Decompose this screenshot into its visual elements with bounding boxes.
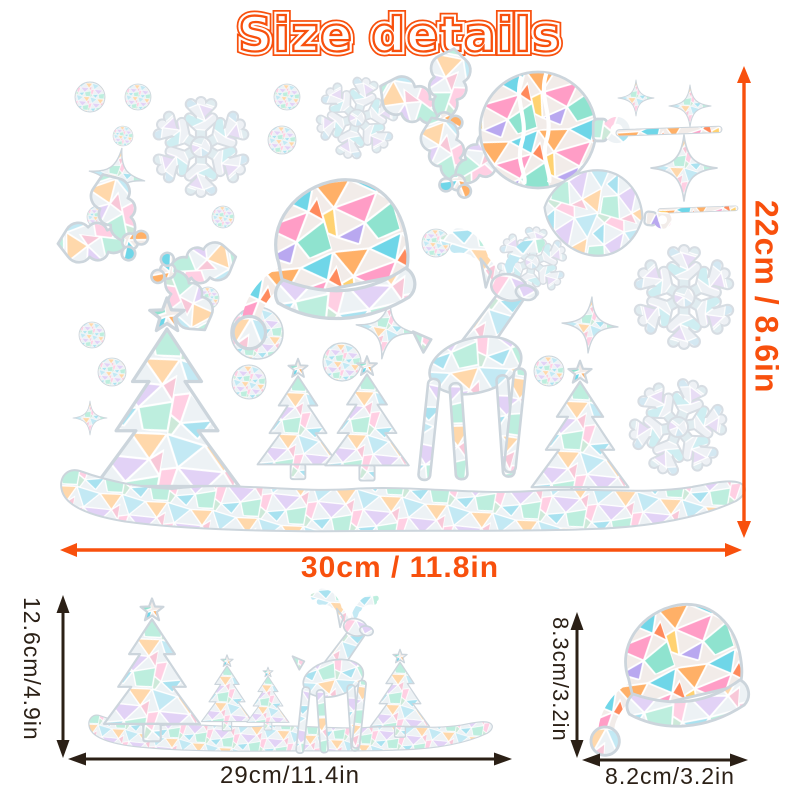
tree-sticker — [246, 666, 290, 731]
dot-sticker — [97, 357, 127, 387]
dot-sticker — [533, 355, 565, 387]
scene-width-arrow — [68, 752, 512, 766]
wand-sticker — [657, 205, 739, 214]
hat-sticker — [578, 599, 754, 757]
sheet-width-arrow — [60, 543, 742, 557]
snowflake-sticker — [622, 371, 734, 484]
hat-height-label: 8.3cm/3.2in — [548, 617, 574, 742]
snowflake-sticker — [157, 102, 246, 192]
tree-sticker — [369, 648, 431, 738]
dot-sticker — [124, 83, 152, 111]
star4-sticker — [72, 400, 108, 436]
tree-sticker — [256, 357, 340, 481]
scene-height-arrow — [56, 595, 70, 758]
tree-sticker — [200, 654, 254, 732]
scene-width-label: 29cm/11.4in — [220, 762, 360, 789]
dot-sticker — [231, 364, 267, 400]
page-title-gap: Size details — [235, 5, 563, 67]
hat-stickers — [578, 599, 754, 757]
star4-sticker — [668, 84, 712, 128]
scene-stickers — [88, 592, 493, 754]
sheet-width-label: 30cm / 11.8in — [300, 551, 500, 584]
sheet-stickers — [36, 30, 746, 533]
star4-sticker — [650, 134, 718, 202]
dot-sticker — [267, 125, 297, 155]
page-title-outline: Size details — [233, 3, 565, 68]
sheet-height-label: 22cm / 8.6in — [748, 200, 785, 394]
star4-sticker — [617, 79, 655, 117]
dot-sticker — [78, 321, 106, 349]
sheet-height-arrow — [737, 66, 751, 538]
scene-height-label: 12.6cm/4.9in — [19, 597, 46, 741]
tree-sticker — [102, 597, 202, 743]
dot-sticker — [273, 83, 301, 111]
hat-height-arrow — [570, 612, 584, 758]
dot-sticker — [112, 125, 134, 147]
star4-sticker — [559, 294, 621, 356]
snowflake-sticker — [638, 250, 730, 343]
page-title-text: Size details — [237, 7, 562, 64]
wand-sticker — [615, 125, 723, 137]
tree-sticker — [93, 296, 241, 515]
dot-sticker — [322, 342, 362, 382]
dot-sticker — [211, 205, 235, 229]
hat-width-label: 8.2cm/3.2in — [605, 763, 735, 789]
dot-sticker — [74, 81, 106, 113]
hat-width-arrow — [582, 753, 748, 767]
page-title: Size details Size details Size details — [0, 3, 800, 72]
